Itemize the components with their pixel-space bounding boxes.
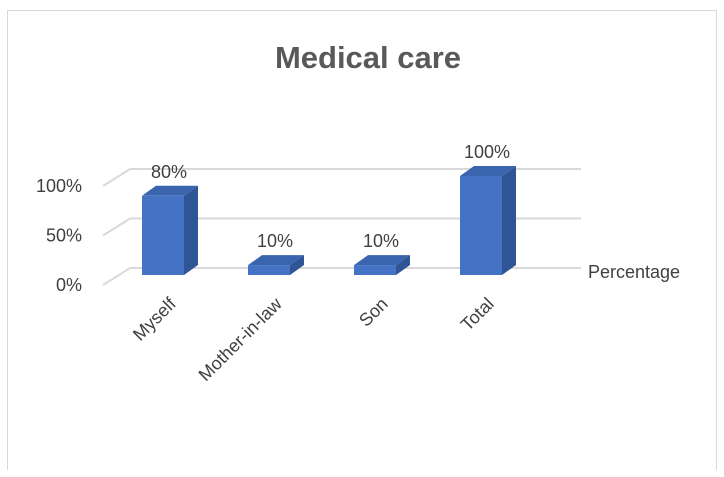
x-axis-ticks: Myself Mother-in-law Son Total	[129, 293, 498, 385]
bar-front	[142, 195, 184, 275]
bar-son	[354, 255, 410, 275]
y-axis-ticks: 0% 50% 100%	[36, 176, 82, 295]
y-tick-label: 0%	[56, 275, 82, 295]
bar-total	[460, 166, 516, 275]
y-tick-label: 100%	[36, 176, 82, 196]
legend-series-percentage: Percentage	[588, 262, 680, 282]
bar-myself	[142, 185, 198, 275]
gridline-diag	[102, 267, 131, 286]
data-labels: 80% 10% 10% 100%	[151, 142, 510, 251]
bar-side	[396, 255, 410, 275]
x-tick-label: Total	[457, 294, 498, 335]
bar-side	[502, 166, 516, 275]
chart-title: Medical care	[275, 40, 461, 75]
bar-top	[248, 255, 304, 266]
gridline-diag	[102, 217, 131, 237]
bar-top	[460, 166, 516, 176]
bar-front	[248, 265, 290, 275]
bar-mother-in-law	[248, 255, 304, 275]
bar-front	[354, 265, 396, 275]
x-tick-label: Son	[355, 294, 392, 331]
data-label: 10%	[363, 231, 399, 251]
bar-side	[184, 185, 198, 275]
bar-top	[354, 255, 410, 266]
x-tick-label: Mother-in-law	[195, 293, 287, 385]
y-tick-label: 50%	[46, 226, 82, 246]
bar-side	[290, 255, 304, 275]
gridline-diag	[102, 168, 131, 187]
data-label: 80%	[151, 162, 187, 182]
bar-front	[460, 176, 502, 275]
chart-frame	[7, 10, 717, 470]
bars	[142, 166, 516, 275]
bar-top	[142, 185, 198, 196]
x-tick-label: Myself	[129, 293, 181, 345]
data-label: 100%	[464, 142, 510, 162]
data-label: 10%	[257, 231, 293, 251]
